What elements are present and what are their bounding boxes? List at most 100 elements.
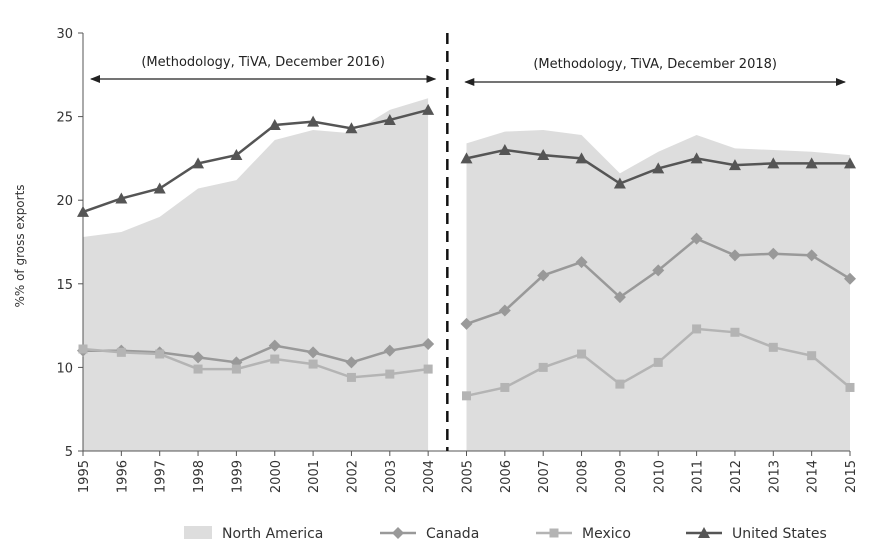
canada-line-1 bbox=[83, 342, 429, 364]
legend-marker-united-states bbox=[698, 527, 710, 538]
mexico-point-2006 bbox=[500, 382, 510, 392]
x-tick-label: 1996 bbox=[115, 460, 130, 493]
x-tick-label: 2014 bbox=[806, 460, 821, 493]
x-tick-label: 2006 bbox=[499, 460, 514, 493]
united-states-point-1999 bbox=[230, 149, 243, 161]
united-states-point-2006 bbox=[498, 144, 511, 156]
mexico-point-2014 bbox=[807, 351, 817, 361]
x-tick-label: 2011 bbox=[691, 460, 706, 493]
area-segment-2 bbox=[466, 130, 850, 451]
canada-point-2011 bbox=[690, 232, 703, 245]
mexico-point-2000 bbox=[270, 354, 280, 364]
legend-label-canada: Canada bbox=[426, 526, 479, 542]
canada-point-2014 bbox=[805, 249, 818, 262]
united-states-point-2004 bbox=[422, 103, 435, 115]
united-states-point-1995 bbox=[77, 205, 89, 217]
legend: North America Canada Mexico United States bbox=[184, 526, 827, 542]
mexico-point-2007 bbox=[538, 362, 548, 372]
canada-point-2001 bbox=[307, 346, 320, 359]
series-layer bbox=[77, 103, 856, 401]
canada-point-2005 bbox=[460, 317, 473, 330]
mexico-point-2005 bbox=[462, 391, 471, 401]
canada-point-2006 bbox=[498, 304, 511, 317]
canada-point-2000 bbox=[268, 339, 281, 352]
x-tick-label: 2000 bbox=[269, 460, 284, 493]
mexico-point-1995 bbox=[78, 344, 88, 354]
mexico-point-1996 bbox=[116, 347, 126, 357]
mexico-point-1998 bbox=[193, 364, 203, 374]
canada-point-2003 bbox=[383, 344, 396, 357]
legend-label-north-america: North America bbox=[222, 526, 323, 542]
series-canada bbox=[77, 232, 856, 369]
x-tick-label: 2003 bbox=[384, 460, 399, 493]
y-tick-label: 5 bbox=[65, 445, 73, 460]
annotation-layer: (Methodology, TiVA, December 2016) (Metho… bbox=[90, 55, 846, 86]
united-states-point-1996 bbox=[115, 192, 128, 204]
mexico-point-2011 bbox=[692, 324, 702, 334]
united-states-point-1997 bbox=[153, 182, 166, 194]
united-states-point-2014 bbox=[805, 157, 818, 169]
x-tick-label: 2001 bbox=[307, 460, 322, 493]
united-states-point-1998 bbox=[192, 157, 205, 169]
canada-point-2013 bbox=[767, 247, 780, 260]
united-states-point-2005 bbox=[460, 152, 473, 164]
mexico-point-2003 bbox=[385, 369, 395, 379]
x-tick-label: 2007 bbox=[537, 460, 552, 493]
right-period-label: (Methodology, TiVA, December 2018) bbox=[533, 57, 777, 72]
mexico-line-1 bbox=[82, 347, 429, 379]
legend-item-united-states: United States bbox=[686, 526, 827, 542]
legend-item-north-america: North America bbox=[184, 526, 323, 542]
mexico-point-2013 bbox=[768, 342, 778, 352]
x-tick-label: 2004 bbox=[422, 460, 437, 493]
united-states-line-1 bbox=[82, 108, 429, 214]
legend-marker-mexico bbox=[549, 528, 559, 538]
canada-point-2002 bbox=[345, 356, 358, 369]
canada-point-2008 bbox=[575, 256, 588, 269]
united-states-point-2011 bbox=[690, 152, 703, 164]
area-segment-1 bbox=[83, 98, 429, 451]
canada-point-2009 bbox=[613, 291, 626, 304]
y-tick-label: 25 bbox=[56, 111, 73, 126]
left-period-label: (Methodology, TiVA, December 2016) bbox=[141, 55, 385, 70]
y-tick-label: 15 bbox=[56, 278, 73, 293]
legend-swatch-north-america bbox=[184, 526, 212, 539]
mexico-point-2012 bbox=[730, 327, 740, 337]
united-states-point-2010 bbox=[652, 162, 665, 174]
series-mexico bbox=[78, 324, 855, 401]
mexico-point-1997 bbox=[155, 349, 165, 359]
mexico-point-2001 bbox=[308, 359, 318, 369]
x-tick-label: 1998 bbox=[192, 460, 207, 493]
mexico-point-2010 bbox=[653, 357, 663, 367]
x-tick-label: 2010 bbox=[652, 460, 667, 493]
x-tick-label: 2002 bbox=[345, 460, 360, 493]
x-tick-label: 1997 bbox=[154, 460, 169, 493]
x-tick-label: 2009 bbox=[614, 460, 629, 493]
series-united-states bbox=[77, 103, 856, 217]
united-states-point-2001 bbox=[307, 115, 320, 127]
canada-point-1998 bbox=[192, 351, 205, 364]
united-states-point-2013 bbox=[767, 157, 780, 169]
x-tick-label: 1995 bbox=[77, 460, 92, 493]
united-states-point-2003 bbox=[383, 113, 396, 125]
united-states-point-2008 bbox=[575, 152, 588, 164]
united-states-point-2002 bbox=[345, 122, 358, 134]
x-tick-label: 2008 bbox=[576, 460, 591, 493]
united-states-point-2012 bbox=[728, 159, 741, 171]
legend-item-canada: Canada bbox=[380, 526, 479, 542]
mexico-point-2004 bbox=[423, 364, 433, 374]
area-layer bbox=[83, 98, 850, 451]
axes-layer: 5 10 15 20 25 30 1995 1996 1997 1998 1999 2000 2001 2… bbox=[56, 27, 859, 493]
y-tick-label: 20 bbox=[56, 194, 73, 209]
mexico-point-2009 bbox=[615, 379, 625, 389]
canada-point-2007 bbox=[537, 269, 550, 282]
y-tick-label: 30 bbox=[56, 27, 73, 42]
x-tick-label: 2013 bbox=[767, 460, 782, 493]
united-states-point-2015 bbox=[844, 157, 856, 169]
united-states-point-2000 bbox=[268, 118, 281, 130]
x-tick-label: 2015 bbox=[844, 460, 859, 493]
mexico-point-2015 bbox=[845, 382, 855, 392]
mexico-point-2002 bbox=[346, 372, 356, 382]
canada-point-2010 bbox=[652, 264, 665, 277]
x-tick-label: 2005 bbox=[461, 460, 476, 493]
